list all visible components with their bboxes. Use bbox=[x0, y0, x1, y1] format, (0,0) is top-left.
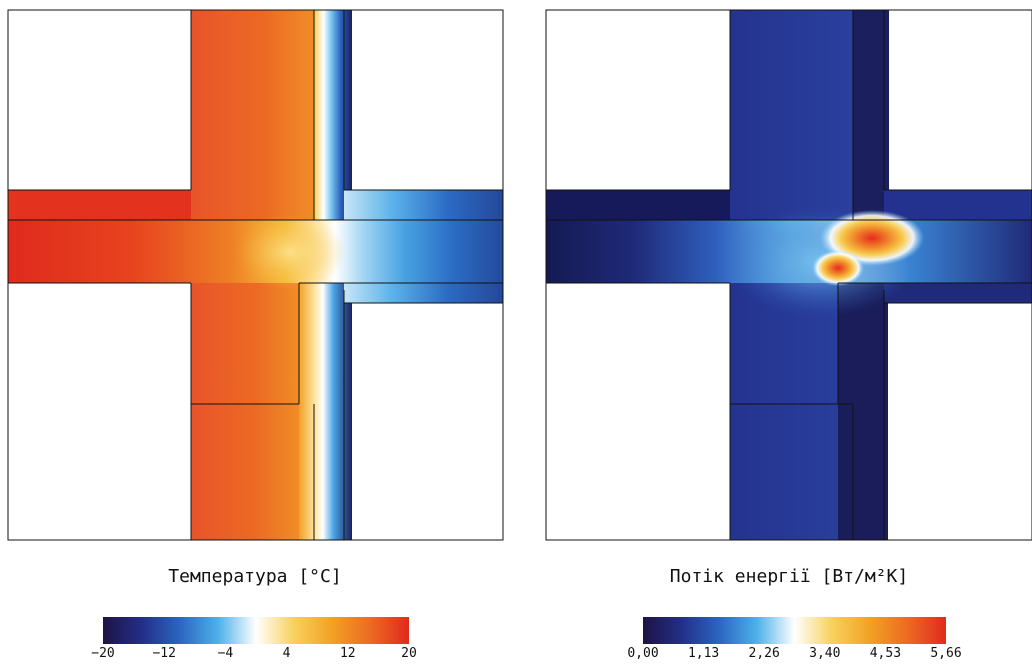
colorbar-tick-label: 0,00 bbox=[627, 646, 659, 661]
temperature-plot bbox=[7, 9, 1032, 541]
energy-flux-field bbox=[545, 9, 1032, 541]
colorbar-tick-label: 3,40 bbox=[809, 646, 841, 661]
balcony-upper-flux bbox=[884, 190, 1032, 220]
colorbar-tick-label: 1,13 bbox=[687, 646, 720, 661]
floor-top-layer-flux bbox=[546, 190, 730, 220]
balcony-lower bbox=[344, 283, 503, 303]
insulation-upper-flux bbox=[853, 10, 889, 220]
colorbar-tick-label: −20 bbox=[91, 646, 115, 661]
temperature-field bbox=[7, 9, 504, 541]
balcony-upper bbox=[344, 190, 503, 220]
insulation-lower-flux bbox=[838, 283, 888, 540]
insulation-lower bbox=[299, 283, 352, 540]
balcony-lower-flux bbox=[884, 283, 1032, 303]
temperature-title: Температура [°C] bbox=[168, 566, 342, 587]
floor-top-layer bbox=[8, 190, 191, 220]
wall-upper bbox=[191, 10, 314, 220]
wall-lower-flux bbox=[730, 283, 853, 540]
colorbar-tick-label: −12 bbox=[152, 646, 176, 661]
energy-flux-title: Потік енергії [Вт/м²K] bbox=[669, 566, 909, 587]
colorbar-tick-label: 12 bbox=[339, 646, 356, 661]
wall-lower bbox=[191, 283, 299, 540]
colorbar-tick-label: 5,66 bbox=[930, 646, 962, 661]
colorbar-tick-label: 2,26 bbox=[748, 646, 780, 661]
colorbar-tick-label: −4 bbox=[217, 646, 234, 661]
colorbar-tick-label: 4 bbox=[282, 646, 291, 661]
wall-upper-flux bbox=[730, 10, 853, 220]
energy-flux-colorbar bbox=[643, 617, 946, 644]
colorbar-tick-label: 20 bbox=[401, 646, 417, 661]
temperature-colorbar bbox=[103, 617, 409, 644]
colorbar-tick-label: 4,53 bbox=[869, 646, 902, 661]
insulation-upper bbox=[314, 10, 352, 220]
